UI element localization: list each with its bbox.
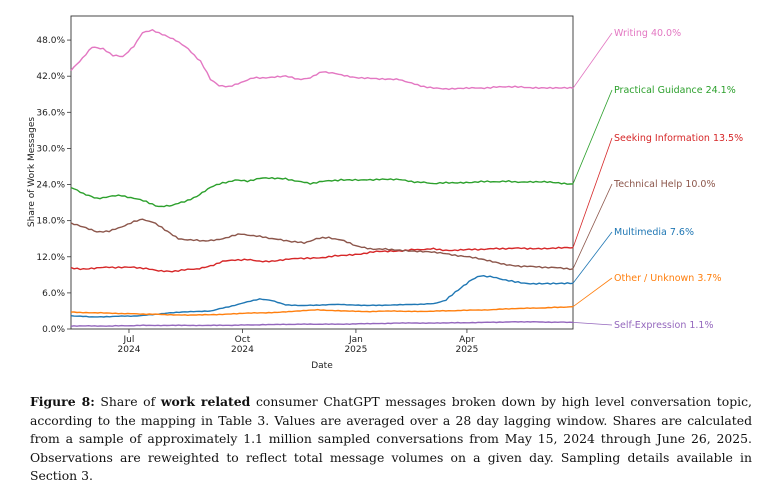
x-tick-label-month: Jan [348,335,363,345]
line-chart: 0.0% 6.0% 12.0% 18.0% 24.0% 30.0% 36.0% 42.0% 48… [27,15,743,371]
series-label-practical-guidance: Practical Guidance 24.1% [614,85,736,96]
caption-figure-number: Figure 8: [30,394,95,409]
x-tick-label-month: Jul [123,335,135,345]
leader-line-seeking-information [572,137,613,248]
series-line-writing [70,29,574,91]
series-label-other-unknown: Other / Unknown 3.7% [614,273,721,284]
y-tick-label: 48.0% [36,36,65,46]
y-tick-label: 42.0% [36,72,65,82]
y-tick-label: 12.0% [36,253,65,263]
y-tick-label: 30.0% [36,144,65,154]
series-label-self-expression: Self-Expression 1.1% [614,320,714,331]
y-tick-label: 36.0% [36,108,65,118]
x-tick-label-year: 2024 [231,345,254,355]
leader-line-practical-guidance [572,89,613,185]
x-tick-label-year: 2025 [344,345,367,355]
series-label-multimedia: Multimedia 7.6% [614,227,694,238]
x-axis-label: Date [311,361,333,371]
x-tick-label-year: 2024 [118,345,141,355]
series-line-other-unknown [70,306,574,316]
y-tick-label: 6.0% [42,289,65,299]
x-tick-label-month: Apr [459,335,475,345]
x-tick-label-month: Oct [235,335,251,345]
series-label-writing: Writing 40.0% [614,28,681,39]
caption-text-a: Share of [94,394,161,409]
series-lines [70,29,574,327]
leader-line-multimedia [572,231,613,284]
figure-caption: Figure 8: Share of work related consumer… [30,393,752,486]
series-line-seeking-information [70,246,574,273]
y-axis-label: Share of Work Messages [27,117,37,227]
leader-line-self-expression [572,321,613,326]
y-axis-ticks: 0.0% 6.0% 12.0% 18.0% 24.0% 30.0% 36.0% 42.0% 48… [36,36,71,335]
series-label-technical-help: Technical Help 10.0% [613,179,716,190]
series-line-self-expression [70,321,574,327]
series-end-labels: Writing 40.0% Practical Guidance 24.1% See… [572,28,743,331]
leader-line-writing [572,32,613,89]
x-tick-label-year: 2025 [455,345,478,355]
plot-frame [70,15,574,330]
y-tick-label: 24.0% [36,181,65,191]
leader-line-other-unknown [572,277,613,308]
y-tick-label: 0.0% [42,325,65,335]
leader-line-technical-help [572,183,613,269]
series-label-seeking-information: Seeking Information 13.5% [614,133,743,144]
y-tick-label: 18.0% [36,217,65,227]
caption-text-b: consumer ChatGPT messages broken down by… [30,394,752,483]
series-line-practical-guidance [70,177,574,208]
series-line-technical-help [70,218,574,271]
caption-bold-phrase: work related [160,394,251,409]
